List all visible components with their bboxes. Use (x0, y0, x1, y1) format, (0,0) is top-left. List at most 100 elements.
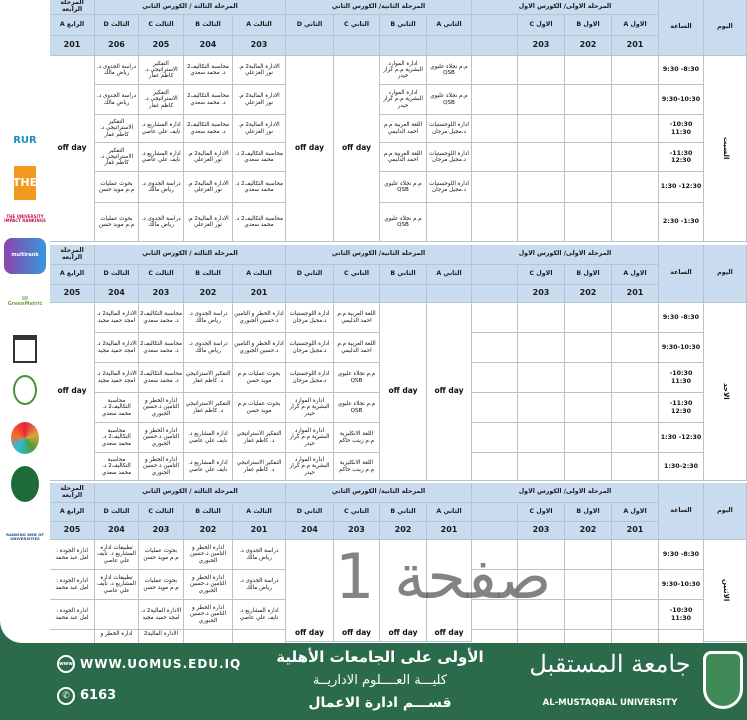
schedule-cell[interactable] (472, 630, 518, 643)
schedule-cell[interactable]: ادارة المشاريع د. نايف علي عاصي (184, 453, 233, 481)
schedule-cell[interactable] (518, 600, 565, 630)
schedule-cell[interactable]: اللغة العربية م.م احمد الدليمي (380, 143, 427, 172)
schedule-cell[interactable] (518, 85, 565, 115)
schedule-cell[interactable]: التفكير الاستراتيجي د. كاظم غفار (184, 363, 233, 393)
schedule-cell[interactable]: م.م نجلاء عليوي QSB (380, 172, 427, 203)
schedule-cell[interactable] (518, 115, 565, 143)
website-link[interactable]: WWW.UOMUS.EDU.IQ (80, 657, 242, 671)
schedule-cell[interactable]: اللغة العربية م.م احمد الدليمي (334, 333, 380, 363)
schedule-cell[interactable]: التفكير الاستراتيجي د. كاظم غفار (95, 115, 139, 143)
schedule-cell[interactable]: ادارة المشاريع د. نايف علي عاصي (139, 143, 184, 172)
schedule-cell[interactable] (612, 333, 659, 363)
schedule-cell[interactable] (472, 143, 518, 172)
schedule-cell[interactable]: الادارة المالية2 م. نور الغزعلي (184, 143, 233, 172)
schedule-cell[interactable] (472, 56, 518, 85)
schedule-cell[interactable] (612, 570, 659, 600)
schedule-cell[interactable] (612, 172, 659, 203)
schedule-cell[interactable]: محاسبة التكاليف2 د. محمد سعدي (139, 333, 184, 363)
schedule-cell[interactable] (472, 570, 518, 600)
schedule-cell[interactable]: ادارة الموارد البشرية م.م كرار حيدر (286, 453, 334, 481)
schedule-cell[interactable] (565, 363, 612, 393)
schedule-cell[interactable]: محاسبة التكاليف2 د. محمد سعدي (233, 203, 286, 242)
schedule-cell[interactable]: ادارة الجودة : امل عبد محمد (50, 540, 95, 570)
schedule-cell[interactable]: دراسة الجدوى د. رياض مالك (139, 172, 184, 203)
schedule-cell[interactable]: دراسة الجدوى د. رياض مالك (233, 570, 286, 600)
schedule-cell[interactable]: ادارة الخطر و التامين د.حسين الجبوري (139, 423, 184, 453)
schedule-cell[interactable]: بحوث عمليات م.م مويد حسن (95, 172, 139, 203)
schedule-cell[interactable]: محاسبة التكاليف2 د. محمد سعدي (139, 303, 184, 333)
schedule-cell[interactable] (565, 172, 612, 203)
schedule-cell[interactable] (565, 303, 612, 333)
schedule-cell[interactable]: التفكير الاستراتيجي د. كاظم غفار (233, 423, 286, 453)
schedule-cell[interactable]: محاسبة التكاليف2 د. محمد سعدي (95, 423, 139, 453)
schedule-cell[interactable] (518, 203, 565, 242)
schedule-cell[interactable]: دراسة الجدوى د. رياض مالك (95, 56, 139, 85)
schedule-cell[interactable] (184, 630, 233, 643)
off-day-cell[interactable]: off day (50, 56, 95, 242)
schedule-cell[interactable] (565, 540, 612, 570)
off-day-cell[interactable]: off day (334, 56, 380, 242)
schedule-cell[interactable]: م.م نجلاء عليوي QSB (334, 363, 380, 393)
schedule-cell[interactable]: ادارة اللوجستيات د.مجيل مرجان (286, 333, 334, 363)
schedule-cell[interactable]: بحوث عمليات م.م مويد حسن (233, 393, 286, 423)
schedule-cell[interactable]: ادارة الخطر و التامين د.حسين الجبوري (233, 333, 286, 363)
schedule-cell[interactable]: بحوث عمليات م.م مويد حسن (95, 203, 139, 242)
off-day-cell[interactable]: off day (427, 540, 472, 642)
schedule-cell[interactable]: ادارة الموارد البشرية م.م كرار حيدر (286, 423, 334, 453)
schedule-cell[interactable]: ادارة اللوجستيات د.مجيل مرجان (427, 172, 472, 203)
schedule-cell[interactable]: دراسة الجدوى د. رياض مالك (184, 303, 233, 333)
schedule-cell[interactable] (472, 423, 518, 453)
schedule-cell[interactable]: ادارة اللوجستيات د.مجيل مرجان (427, 115, 472, 143)
schedule-cell[interactable]: ادارة الموارد البشرية م.م كرار حيدر (380, 85, 427, 115)
schedule-cell[interactable] (472, 393, 518, 423)
schedule-cell[interactable] (612, 363, 659, 393)
schedule-cell[interactable] (612, 453, 659, 481)
schedule-cell[interactable]: التفكير الاستراتيجي د. كاظم غفار (139, 85, 184, 115)
schedule-cell[interactable]: ادارة الجودة : امل عبد محمد (50, 600, 95, 630)
schedule-cell[interactable] (565, 85, 612, 115)
schedule-cell[interactable]: ادارة المشاريع د. نايف علي عاصي (139, 115, 184, 143)
schedule-cell[interactable] (233, 630, 286, 643)
schedule-cell[interactable]: م.م نجلاء عليوي QSB (427, 85, 472, 115)
schedule-cell[interactable] (612, 143, 659, 172)
schedule-cell[interactable] (472, 333, 518, 363)
schedule-cell[interactable] (518, 453, 565, 481)
schedule-cell[interactable] (518, 540, 565, 570)
schedule-cell[interactable]: ادارة الموارد البشرية م.م كرار حيدر (380, 56, 427, 85)
schedule-cell[interactable] (518, 630, 565, 643)
schedule-cell[interactable] (50, 630, 95, 643)
schedule-cell[interactable] (472, 540, 518, 570)
schedule-cell[interactable] (612, 56, 659, 85)
schedule-cell[interactable] (612, 630, 659, 643)
schedule-cell[interactable] (518, 423, 565, 453)
schedule-cell[interactable]: ادارة الخطر و التامين د.حسين الجبوري (233, 303, 286, 333)
schedule-cell[interactable] (518, 333, 565, 363)
schedule-cell[interactable]: الادارة المالية2 م. نور الغزعلي (233, 85, 286, 115)
schedule-cell[interactable]: الادارة المالية2 د. امجد حميد مجيد (139, 600, 184, 630)
schedule-cell[interactable]: التفكير الاستراتيجي د. كاظم غفار (95, 143, 139, 172)
schedule-cell[interactable]: الادارة المالية2 د. امجد حميد مجيد (95, 333, 139, 363)
schedule-cell[interactable]: محاسبة التكاليف2 د. محمد سعدي (139, 363, 184, 393)
schedule-cell[interactable] (518, 303, 565, 333)
schedule-cell[interactable]: محاسبة التكاليف2 د. محمد سعدي (233, 143, 286, 172)
schedule-cell[interactable] (612, 423, 659, 453)
schedule-cell[interactable]: م.م نجلاء عليوي QSB (380, 203, 427, 242)
schedule-cell[interactable] (612, 203, 659, 242)
schedule-cell[interactable]: تطبيقات ادارة المشاريع د. نايف علي عاصي (95, 540, 139, 570)
schedule-cell[interactable]: بحوث عمليات م.م مويد حسن (233, 363, 286, 393)
schedule-cell[interactable] (612, 393, 659, 423)
schedule-cell[interactable]: الادارة المالية2 (139, 630, 184, 643)
schedule-cell[interactable]: ادارة اللوجستيات د.مجيل مرجان (286, 303, 334, 333)
schedule-cell[interactable]: ادارة اللوجستيات د.مجيل مرجان (286, 363, 334, 393)
schedule-cell[interactable] (518, 393, 565, 423)
schedule-cell[interactable]: ادارة الموارد البشرية م.م كرار حيدر (286, 393, 334, 423)
schedule-cell[interactable]: ادارة اللوجستيات د.مجيل مرجان (427, 143, 472, 172)
off-day-cell[interactable]: off day (380, 540, 427, 642)
schedule-cell[interactable] (565, 600, 612, 630)
schedule-cell[interactable]: التفكير الاستراتيجي د. كاظم غفار (139, 56, 184, 85)
schedule-cell[interactable] (565, 115, 612, 143)
schedule-cell[interactable] (518, 363, 565, 393)
schedule-cell[interactable]: دراسة الجدوى د. رياض مالك (233, 540, 286, 570)
schedule-cell[interactable]: الادارة المالية2 م. نور الغزعلي (184, 203, 233, 242)
schedule-cell[interactable] (95, 600, 139, 630)
